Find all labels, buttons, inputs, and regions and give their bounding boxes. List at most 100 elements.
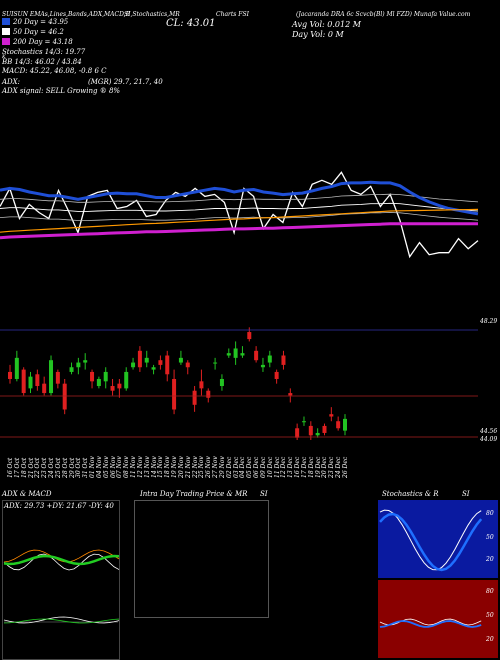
- candle-body: [343, 418, 347, 431]
- candle-body: [42, 383, 47, 394]
- candle-body: [35, 374, 40, 387]
- candle-body: [274, 371, 279, 379]
- ema-orange-line: [0, 208, 479, 233]
- stoch-k-line: [379, 509, 482, 571]
- candle-body: [219, 378, 224, 387]
- candle-body: [76, 362, 81, 368]
- adx-panel-title: ADX & MACD: [2, 490, 52, 498]
- candle-body: [226, 353, 231, 356]
- candle-body: [267, 355, 272, 363]
- candle-body: [192, 390, 197, 405]
- candle-body: [206, 390, 211, 398]
- adx-values: (MGR) 29.7, 21.7, 40: [88, 78, 163, 86]
- macd-label: MACD: 45.22, 46.08, -0.8 6 C: [2, 67, 107, 75]
- bb-lower-line: [0, 212, 479, 221]
- ema50-line: [0, 202, 479, 212]
- ema-lines: [0, 171, 479, 259]
- stoch-tick-80: 80: [486, 510, 494, 517]
- candle-body: [233, 348, 238, 358]
- stoch-tick-50: 50: [486, 534, 494, 541]
- stoch-tick-20: 20: [486, 556, 494, 563]
- mr-tick-80: 80: [486, 588, 494, 595]
- header-title: SUISUN EMAs,Lines,Bands,ADX,MACD,B: [2, 11, 130, 18]
- candle-body: [322, 425, 327, 433]
- candle-body: [144, 357, 149, 363]
- candle-body: [103, 371, 108, 382]
- candle-body: [178, 357, 183, 363]
- candle-body: [165, 355, 170, 375]
- candle-body: [315, 432, 320, 436]
- stoch-panel-title: Stochastics & R: [382, 490, 439, 498]
- candle-body: [151, 367, 156, 370]
- candle-body: [295, 428, 300, 438]
- stoch-d-line: [379, 512, 483, 572]
- price-chart: [0, 171, 479, 440]
- day-vol-label: Day Vol: 0 M: [292, 30, 344, 39]
- candle-body: [240, 353, 245, 356]
- candle-body: [55, 371, 60, 384]
- adx-panel-values: ADX: 29.73 +DY: 21.67 -DY: 40: [4, 502, 114, 510]
- avg-vol-label: Avg Vol: 0.012 M: [292, 20, 361, 29]
- header-source: (Jacaranda DRA 6c Scvcb(Bl) Ml FZD) Muna…: [296, 11, 471, 18]
- legend-ema20: 20 Day = 43.95: [2, 18, 68, 26]
- ema200-swatch: [2, 38, 10, 45]
- candle-body: [83, 360, 88, 363]
- legend-ema50: 50 Day = 46.2: [2, 28, 64, 36]
- header-charts: Charts FSI: [216, 11, 249, 18]
- mr-tick-50: 50: [486, 612, 494, 619]
- candle-body: [213, 362, 218, 364]
- price-tick-top: 48.29: [480, 318, 498, 325]
- candle-body: [14, 357, 19, 379]
- ema20-swatch: [2, 18, 10, 25]
- candle-body: [110, 386, 115, 391]
- adx-signal: ADX signal: SELL Growing ® 8%: [2, 87, 121, 95]
- candles: [8, 327, 347, 440]
- close-line: [0, 171, 479, 259]
- intra-panel-si: SI: [260, 490, 268, 498]
- close-label: CL: 43.01: [166, 18, 216, 29]
- stoch-label: Stochastics 14/3: 19.77: [2, 48, 86, 56]
- candle-body: [117, 383, 122, 389]
- intra-panel: [134, 500, 269, 618]
- candle-body: [62, 383, 67, 410]
- candle-body: [21, 369, 26, 394]
- candle-body: [49, 360, 54, 394]
- candle-body: [28, 376, 33, 389]
- mr-tick-20: 20: [486, 636, 494, 643]
- ema20-line: [0, 180, 479, 216]
- candle-body: [96, 378, 101, 387]
- mr-line: [379, 618, 482, 626]
- candle-body: [137, 350, 142, 368]
- ema50-swatch: [2, 28, 10, 35]
- candle-body: [247, 332, 252, 340]
- header-indicators: SI,Stochastics,MR: [124, 11, 180, 18]
- candle-body: [172, 378, 177, 410]
- bb-upper-line: [0, 193, 479, 203]
- plus-di-line: [3, 549, 120, 563]
- stoch-panel-si: SI: [462, 490, 470, 498]
- candle-body: [124, 371, 129, 389]
- intra-panel-title: Intra Day Trading Price & MR: [140, 490, 248, 498]
- candle-body: [185, 362, 190, 368]
- candle-body: [281, 355, 286, 365]
- candle-body: [329, 414, 334, 417]
- candle-body: [260, 364, 265, 368]
- stoch-k: K: [2, 54, 6, 60]
- candle-body: [288, 393, 293, 396]
- mr-panel: [378, 580, 498, 658]
- candle-body: [308, 425, 313, 436]
- macd-signal-line: [3, 618, 120, 624]
- ema200-line: [0, 222, 478, 240]
- candle-body: [8, 371, 12, 379]
- price-tick-mid1: 44.56: [480, 428, 498, 435]
- candle-body: [69, 367, 74, 372]
- mr-signal-line: [379, 620, 482, 628]
- price-tick-mid2: 44.09: [480, 436, 498, 443]
- candle-body: [90, 371, 95, 382]
- minus-di-line: [3, 554, 120, 566]
- adx-label: ADX:: [2, 78, 21, 86]
- candle-body: [336, 421, 341, 429]
- candle-body: [158, 360, 163, 365]
- candle-body: [131, 362, 136, 368]
- bb-label: BB 14/3: 46.02 / 43.84: [2, 58, 82, 66]
